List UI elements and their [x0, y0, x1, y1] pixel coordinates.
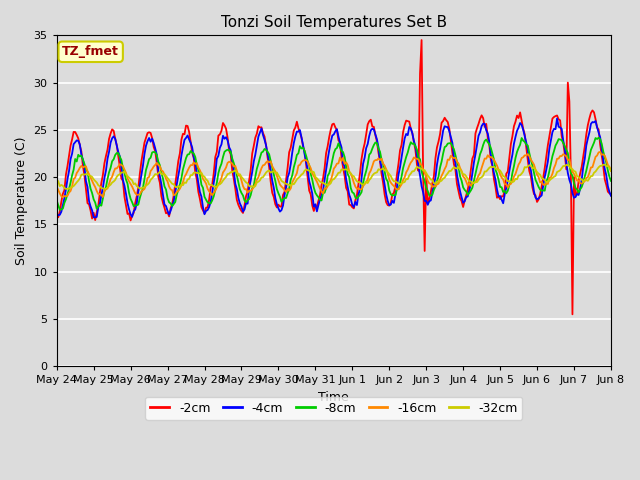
-8cm: [401, 159, 408, 165]
Line: -4cm: -4cm: [57, 119, 611, 217]
-4cm: [541, 174, 548, 180]
Text: TZ_fmet: TZ_fmet: [62, 45, 119, 58]
-32cm: [70, 183, 77, 189]
-32cm: [541, 177, 548, 183]
-4cm: [53, 213, 61, 218]
-8cm: [53, 197, 61, 203]
-16cm: [59, 194, 67, 200]
-4cm: [157, 181, 165, 187]
-2cm: [568, 312, 576, 317]
-32cm: [607, 168, 615, 174]
-8cm: [70, 167, 77, 172]
-8cm: [157, 170, 165, 176]
-2cm: [399, 129, 407, 135]
Line: -8cm: -8cm: [57, 138, 611, 210]
Title: Tonzi Soil Temperatures Set B: Tonzi Soil Temperatures Set B: [221, 15, 447, 30]
X-axis label: Time: Time: [319, 391, 349, 404]
-32cm: [601, 162, 609, 168]
-2cm: [68, 136, 76, 142]
-8cm: [541, 188, 548, 193]
-16cm: [388, 181, 396, 187]
-4cm: [90, 215, 97, 220]
-32cm: [370, 171, 378, 177]
-16cm: [401, 174, 408, 180]
Legend: -2cm, -4cm, -8cm, -16cm, -32cm: -2cm, -4cm, -8cm, -16cm, -32cm: [145, 396, 522, 420]
-2cm: [541, 165, 548, 171]
-2cm: [369, 123, 376, 129]
-4cm: [388, 198, 396, 204]
-32cm: [62, 186, 70, 192]
-32cm: [388, 177, 396, 182]
-16cm: [370, 158, 378, 164]
-8cm: [388, 192, 396, 198]
-8cm: [56, 207, 63, 213]
-4cm: [401, 135, 408, 141]
-16cm: [596, 149, 604, 155]
-32cm: [53, 177, 61, 182]
-2cm: [156, 180, 164, 186]
-2cm: [418, 37, 426, 43]
-16cm: [157, 168, 165, 173]
-2cm: [387, 200, 395, 206]
Line: -32cm: -32cm: [57, 165, 611, 189]
Line: -16cm: -16cm: [57, 152, 611, 197]
Y-axis label: Soil Temperature (C): Soil Temperature (C): [15, 137, 28, 265]
-4cm: [68, 151, 76, 156]
-32cm: [157, 171, 165, 177]
-16cm: [607, 168, 615, 174]
-8cm: [595, 135, 602, 141]
-4cm: [553, 116, 561, 121]
-16cm: [70, 176, 77, 182]
-4cm: [607, 193, 615, 199]
-2cm: [607, 192, 615, 197]
-16cm: [541, 182, 548, 188]
-8cm: [607, 178, 615, 184]
-8cm: [370, 142, 378, 148]
-32cm: [401, 179, 408, 185]
-4cm: [370, 127, 378, 132]
-16cm: [53, 184, 61, 190]
Line: -2cm: -2cm: [57, 40, 611, 314]
-2cm: [53, 213, 61, 218]
